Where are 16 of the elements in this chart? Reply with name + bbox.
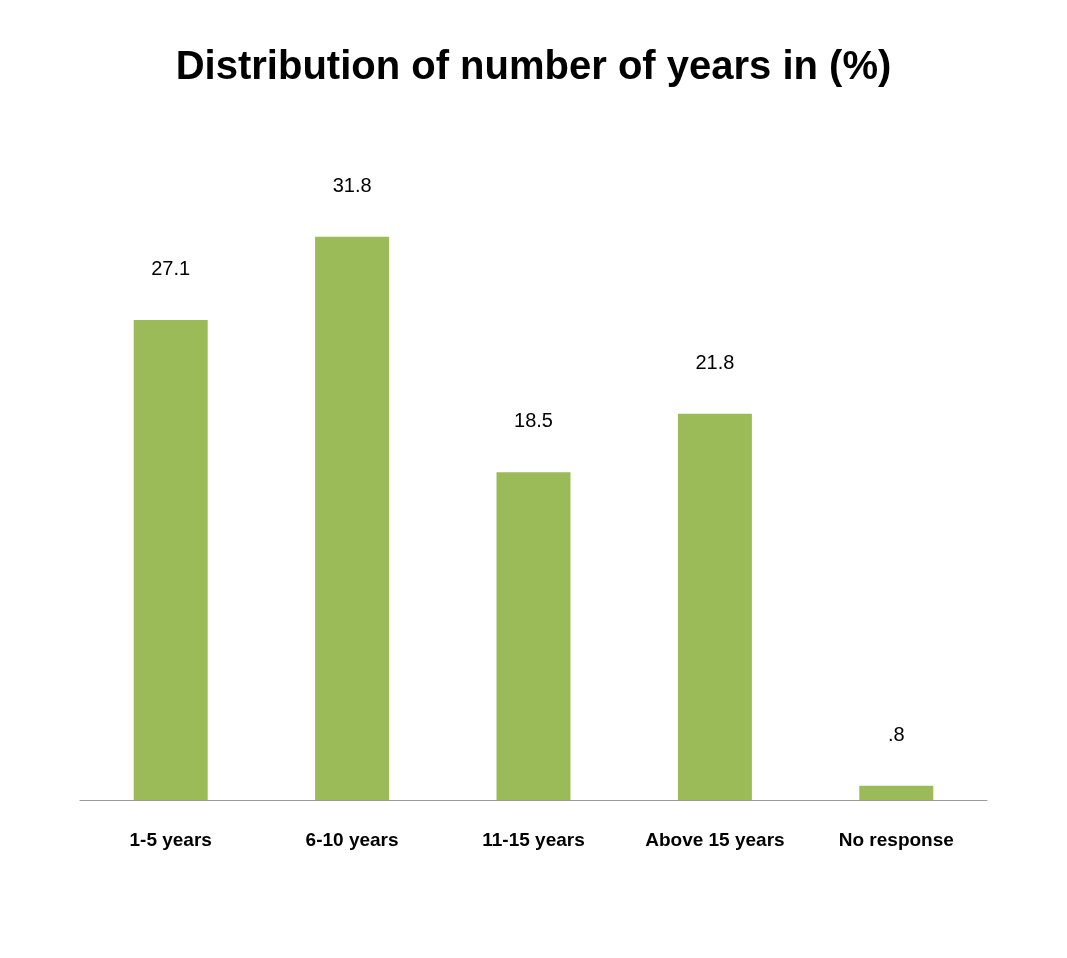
data-label: 18.5 [514,409,553,432]
bar [496,472,571,800]
data-label: 27.1 [151,256,191,279]
bar [133,319,208,800]
bar [859,785,934,800]
bar [677,413,752,800]
x-tick-label: 1-5 years [129,829,212,850]
x-tick-label: 6-10 years [305,829,399,850]
chart-title: Distribution of number of years in (%) [175,43,892,87]
data-label: .8 [887,722,905,745]
x-tick-label: Above 15 years [645,829,785,850]
data-label: 21.8 [695,350,735,373]
data-label: 31.8 [332,173,372,196]
bar [315,236,390,800]
x-tick-label: 11-15 years [482,829,585,850]
x-tick-label: No response [838,829,954,850]
